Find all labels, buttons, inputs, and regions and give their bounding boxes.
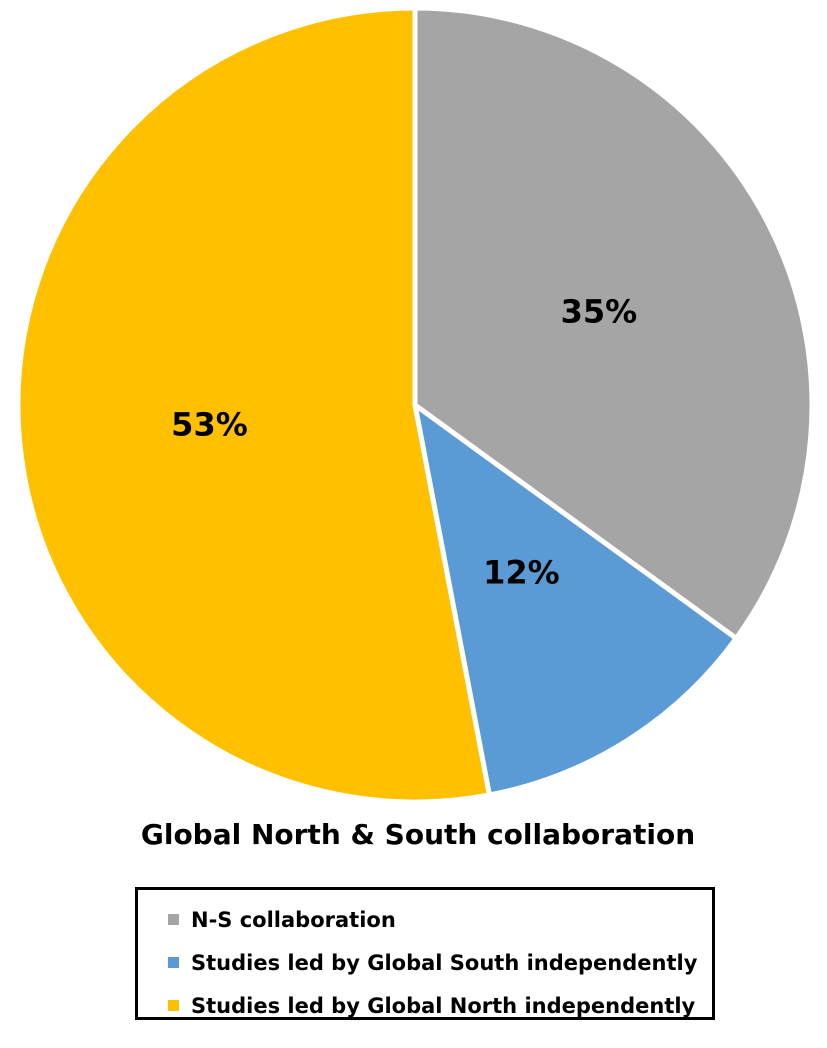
data-label-ns-collaboration: 35% xyxy=(561,292,638,330)
legend-item-global-north: Studies led by Global North independentl… xyxy=(168,984,712,1027)
data-label-global-south: 12% xyxy=(483,554,560,592)
legend-label-global-south: Studies led by Global South independentl… xyxy=(191,950,698,975)
legend-item-global-south: Studies led by Global South independentl… xyxy=(168,941,712,984)
legend-label-global-north: Studies led by Global North independentl… xyxy=(191,993,696,1018)
legend-item-ns-collaboration: N-S collaboration xyxy=(168,898,712,941)
chart-title: Global North & South collaboration xyxy=(140,818,696,851)
pie-chart: 35% 12% 53% xyxy=(15,5,815,805)
data-label-global-north: 53% xyxy=(171,405,248,443)
legend-label-ns-collaboration: N-S collaboration xyxy=(191,907,396,932)
legend-swatch-global-north xyxy=(168,1000,179,1011)
pie-slice-global-south xyxy=(412,402,739,798)
pie-slice-global-north xyxy=(15,5,492,805)
legend: N-S collaboration Studies led by Global … xyxy=(135,887,715,1020)
legend-swatch-ns-collaboration xyxy=(168,914,179,925)
legend-swatch-global-south xyxy=(168,957,179,968)
pie-slice-ns-collaboration xyxy=(412,5,815,641)
